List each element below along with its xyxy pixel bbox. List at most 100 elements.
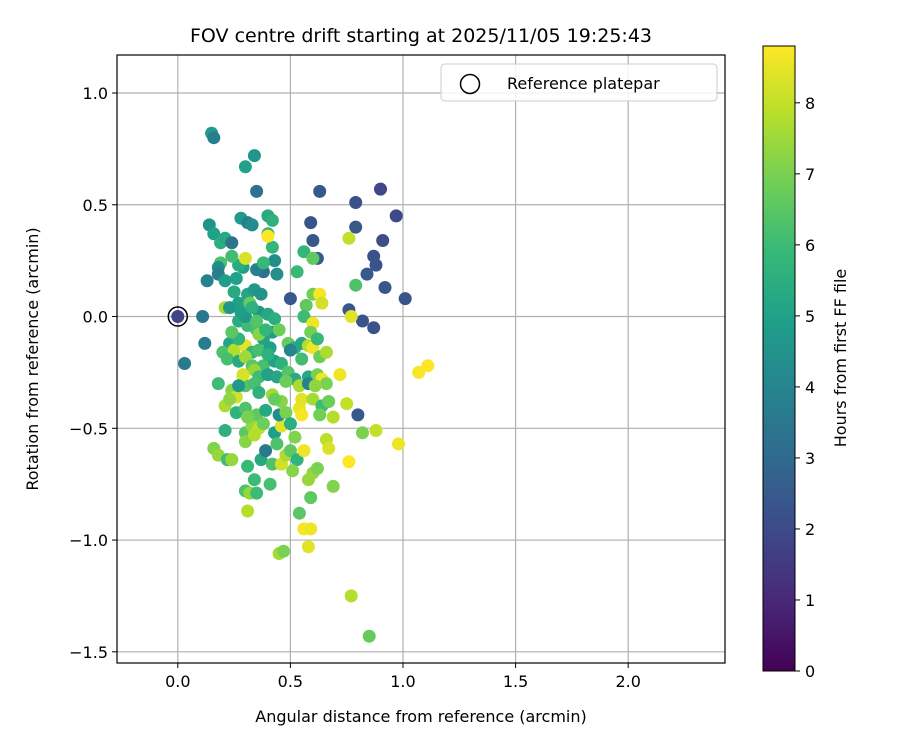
y-axis-label: Rotation from reference (arcmin) — [23, 227, 42, 490]
data-point — [301, 540, 315, 554]
data-point — [367, 321, 381, 335]
data-point — [376, 234, 390, 247]
data-point — [254, 287, 268, 301]
data-point — [326, 410, 340, 424]
data-point — [356, 426, 369, 440]
data-point — [308, 379, 322, 393]
data-point — [229, 272, 243, 285]
data-point — [265, 457, 279, 471]
data-point — [349, 220, 363, 234]
data-point — [349, 196, 363, 209]
data-point — [292, 506, 306, 520]
legend-box — [440, 63, 718, 102]
x-axis-ticks: 0.0 0.5 1.0 1.5 2.0 — [165, 663, 641, 691]
y-tick-label: −0.5 — [69, 419, 108, 438]
data-point — [241, 504, 255, 518]
legend-marker-circle-icon — [459, 73, 481, 95]
data-point — [412, 365, 426, 379]
data-point — [283, 292, 297, 306]
data-point — [256, 417, 270, 431]
data-point — [286, 464, 300, 478]
data-point — [268, 392, 282, 406]
data-point — [234, 305, 248, 319]
data-point — [247, 428, 261, 442]
x-tick-label: 1.0 — [390, 672, 415, 691]
data-point — [304, 522, 318, 536]
grid — [117, 55, 725, 663]
data-point — [247, 149, 261, 163]
data-point — [277, 544, 291, 558]
data-point — [250, 184, 264, 198]
data-point — [171, 310, 185, 323]
data-point — [218, 424, 232, 437]
data-point — [306, 392, 320, 406]
data-points — [167, 126, 435, 643]
data-point — [261, 348, 275, 361]
data-point — [297, 444, 311, 458]
data-point — [310, 462, 324, 475]
data-point — [283, 343, 297, 357]
colorbar — [763, 46, 795, 671]
data-point — [378, 281, 392, 294]
data-point — [344, 589, 358, 603]
y-tick-label: −1.5 — [69, 643, 108, 662]
data-point — [398, 292, 412, 306]
data-point — [247, 473, 261, 487]
data-point — [374, 182, 387, 196]
data-point — [252, 386, 266, 399]
data-point — [268, 254, 282, 268]
data-point — [225, 325, 239, 339]
data-point — [313, 184, 327, 198]
data-point — [238, 160, 252, 174]
data-point — [265, 240, 279, 254]
data-point — [295, 408, 309, 422]
data-point — [225, 249, 239, 263]
y-tick-label: −1.0 — [69, 531, 108, 550]
colorbar-tick-label: 3 — [805, 449, 815, 468]
data-point — [295, 352, 309, 366]
data-point — [238, 251, 252, 265]
data-point — [322, 441, 336, 455]
y-tick-label: 0.0 — [83, 308, 108, 327]
data-point — [356, 314, 369, 328]
data-point — [299, 298, 313, 312]
data-point — [263, 477, 277, 491]
data-point — [223, 301, 237, 315]
x-tick-label: 2.0 — [615, 672, 640, 691]
data-point — [220, 352, 234, 366]
data-point — [178, 357, 192, 370]
data-point — [319, 345, 333, 359]
data-point — [290, 265, 304, 279]
data-point — [288, 430, 302, 444]
data-point — [315, 296, 329, 310]
data-point — [245, 218, 259, 232]
data-point — [322, 395, 336, 408]
colorbar-tick-label: 8 — [805, 94, 815, 113]
data-point — [259, 323, 273, 337]
data-point — [270, 437, 284, 451]
data-point — [207, 131, 221, 145]
data-point — [200, 274, 214, 288]
data-point — [211, 377, 225, 391]
data-point — [261, 229, 275, 243]
colorbar-tick-label: 2 — [805, 520, 815, 539]
chart-title: FOV centre drift starting at 2025/11/05 … — [190, 25, 652, 47]
data-point — [421, 359, 435, 373]
data-point — [342, 231, 356, 245]
data-point — [304, 491, 318, 505]
y-tick-label: 1.0 — [83, 84, 108, 103]
colorbar-frame — [762, 45, 796, 672]
y-axis-ticks: −1.5 −1.0 −0.5 0.0 0.5 1.0 — [69, 84, 117, 662]
data-point — [389, 209, 403, 223]
data-point — [306, 251, 320, 265]
data-point — [227, 343, 241, 357]
data-point — [340, 397, 354, 411]
data-point — [259, 403, 273, 417]
data-point — [319, 377, 333, 391]
data-point — [241, 410, 255, 424]
colorbar-tick-label: 5 — [805, 307, 815, 326]
data-point — [369, 424, 383, 437]
colorbar-tick-label: 4 — [805, 378, 815, 397]
y-tick-label: 0.5 — [83, 196, 108, 215]
data-point — [310, 332, 324, 346]
